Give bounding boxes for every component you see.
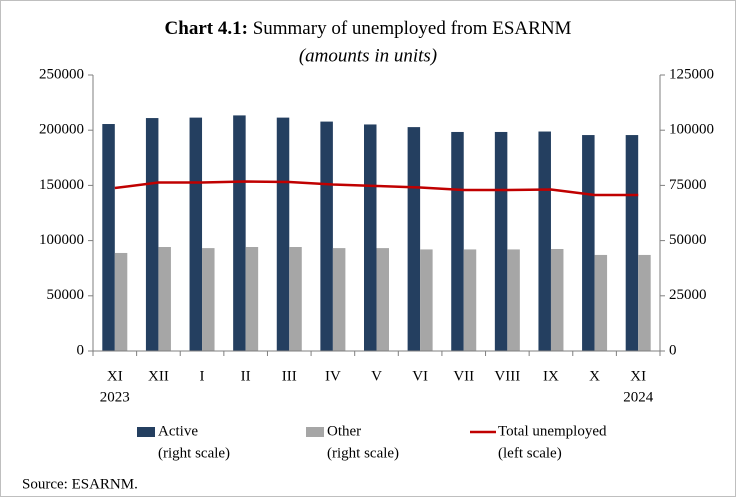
bar	[538, 131, 551, 351]
bar	[102, 124, 115, 351]
x-tick-year: 2024	[623, 389, 654, 405]
x-tick-label: XII	[148, 368, 169, 384]
bar	[145, 118, 159, 351]
bar	[582, 135, 595, 351]
x-tick-label: VIII	[494, 368, 520, 384]
legend-label: Total unemployed	[498, 423, 607, 439]
bar	[594, 254, 608, 351]
y-tick-label: 250000	[39, 66, 84, 82]
y-tick-label: 0	[77, 342, 85, 358]
bar	[494, 131, 508, 351]
title-text: Summary of unemployed from ESARNM	[253, 18, 572, 39]
x-tick-label: V	[371, 368, 382, 384]
x-tick-label: II	[241, 368, 251, 384]
legend-label: Active	[158, 423, 198, 439]
y2-tick-label: 0	[669, 342, 677, 358]
bar	[638, 254, 651, 351]
bar	[407, 127, 421, 352]
y-tick-label: 200000	[39, 122, 84, 138]
y2-tick-label: 100000	[669, 122, 714, 138]
legend-swatch	[137, 427, 155, 437]
legend-note: (left scale)	[498, 445, 562, 461]
x-tick-label: IV	[325, 368, 341, 384]
x-tick-label: VI	[412, 368, 428, 384]
y2-tick-label: 50000	[669, 232, 707, 248]
bar	[550, 248, 564, 351]
bar	[233, 115, 246, 351]
y-tick-label: 100000	[39, 232, 84, 248]
bar	[420, 249, 433, 351]
bar	[625, 135, 639, 351]
bar	[376, 248, 389, 351]
legend-note: (right scale)	[327, 445, 399, 461]
bar	[289, 247, 302, 351]
line	[114, 180, 639, 197]
bar	[507, 249, 520, 351]
x-tick-year: 2023	[100, 389, 130, 405]
bar	[451, 131, 464, 351]
bar	[245, 247, 259, 351]
bar	[276, 117, 290, 351]
x-tick-label: VII	[453, 368, 474, 384]
y2-tick-label: 75000	[669, 177, 707, 193]
legend-note: (right scale)	[158, 445, 230, 461]
chart-subtitle: (amounts in units)	[299, 45, 437, 66]
bar	[320, 121, 333, 351]
bar	[114, 252, 128, 351]
y2-tick-label: 25000	[669, 287, 707, 303]
bar	[364, 124, 377, 351]
legend-swatch	[306, 427, 324, 437]
y-tick-label: 150000	[39, 177, 84, 193]
x-tick-label: X	[589, 368, 600, 384]
x-tick-label: IX	[543, 368, 559, 384]
x-tick-label: XI	[107, 368, 123, 384]
y-tick-label: 50000	[47, 287, 85, 303]
bar	[189, 117, 203, 351]
legend-label: Other	[327, 423, 361, 439]
source: Source: ESARNM.	[22, 476, 138, 492]
bar	[332, 248, 346, 351]
x-tick-label: XI	[630, 368, 646, 384]
bar	[158, 247, 171, 351]
title-prefix: Chart 4.1:	[165, 18, 248, 39]
x-tick-label: I	[200, 368, 205, 384]
bar	[463, 249, 477, 351]
bar	[202, 248, 215, 351]
x-tick-label: III	[282, 368, 297, 384]
chart-title: Chart 4.1: Summary of unemployed from ES…	[165, 18, 572, 39]
y2-tick-label: 125000	[669, 66, 714, 82]
